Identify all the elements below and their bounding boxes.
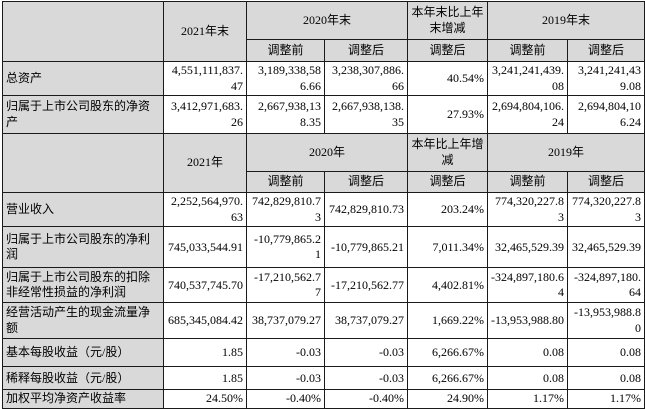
cell-value: 40.54% xyxy=(407,60,489,97)
cell-value: 32,465,529.39 xyxy=(567,226,645,269)
cell-value: 3,189,338,586.66 xyxy=(246,60,325,97)
row-label-net-profit-excl-nonrecurring: 归属于上市公司股东的扣除非经常性损益的净利润 xyxy=(2,267,164,304)
cell-value: 745,033,544.91 xyxy=(163,226,247,269)
table-row: 归属于上市公司股东的净资产 3,412,971,683.26 2,667,938… xyxy=(2,95,645,135)
subheader-before-adjustment: 调整前 xyxy=(246,171,325,194)
cell-value: 3,238,307,886.66 xyxy=(323,60,409,97)
cell-value: 2,667,938,138.35 xyxy=(323,95,409,135)
cell-value: 2,252,564,970.63 xyxy=(163,192,247,228)
cell-value: 0.08 xyxy=(487,366,569,391)
header-2020-year: 2020年 xyxy=(245,133,409,173)
cell-value: 1,669.22% xyxy=(407,302,489,340)
table-row: 加权平均净资产收益率 24.50% -0.40% -0.40% 24.90% 1… xyxy=(2,389,645,409)
row-label-net-profit-attributable: 归属于上市公司股东的净利润 xyxy=(2,226,164,269)
cell-value: 38,737,079.27 xyxy=(323,302,409,340)
cell-value: 1.85 xyxy=(163,338,247,368)
cell-value: 742,829,810.73 xyxy=(323,192,409,228)
cell-value: -17,210,562.77 xyxy=(323,267,409,304)
row-label-diluted-eps: 稀释每股收益（元/股） xyxy=(2,366,164,391)
cell-value: 6,266.67% xyxy=(407,338,489,368)
corner-blank-cell xyxy=(2,133,164,194)
table-row: 经营活动产生的现金流量净额 685,345,084.42 38,737,079.… xyxy=(2,302,645,340)
cell-value: 7,011.34% xyxy=(407,226,489,269)
cell-value: -0.03 xyxy=(323,366,409,391)
cell-value: 27.93% xyxy=(407,95,489,135)
cell-value: -0.40% xyxy=(246,389,325,409)
cell-value: 774,320,227.83 xyxy=(567,192,645,228)
cell-value: 685,345,084.42 xyxy=(163,302,247,340)
cell-value: 740,537,745.70 xyxy=(163,267,247,304)
header-yoy-year-end-change: 本年末比上年末增减 xyxy=(407,1,489,40)
cell-value: 1.85 xyxy=(163,366,247,391)
cell-value: 4,402.81% xyxy=(407,267,489,304)
corner-blank-cell xyxy=(2,1,164,62)
subheader-after-adjustment: 调整后 xyxy=(567,171,645,194)
cell-value: 32,465,529.39 xyxy=(487,226,569,269)
cell-value: 0.08 xyxy=(567,366,645,391)
cell-value: 2,667,938,138.35 xyxy=(246,95,325,135)
cell-value: -0.03 xyxy=(323,338,409,368)
subheader-after-adjustment: 调整后 xyxy=(567,39,645,62)
header-2020-year-end: 2020年末 xyxy=(245,1,409,40)
table-row: 调整前 调整后 调整后 调整前 调整后 xyxy=(3,39,645,62)
cell-value: -13,953,988.80 xyxy=(487,302,569,340)
table-row: 营业收入 2,252,564,970.63 742,829,810.73 742… xyxy=(2,192,645,228)
cell-value: 2,694,804,106.24 xyxy=(567,95,645,135)
subheader-after-adjustment: 调整后 xyxy=(407,171,489,194)
cell-value: -324,897,180.64 xyxy=(567,267,645,304)
cell-value: 3,241,241,439.08 xyxy=(487,60,569,97)
header-2019-year-end: 2019年末 xyxy=(487,1,645,40)
row-label-operating-revenue: 营业收入 xyxy=(2,192,164,228)
table-row: 归属于上市公司股东的净利润 745,033,544.91 -10,779,865… xyxy=(2,226,645,269)
table-row: 归属于上市公司股东的扣除非经常性损益的净利润 740,537,745.70 -1… xyxy=(2,267,645,304)
table-row: 稀释每股收益（元/股） 1.85 -0.03 -0.03 6,266.67% 0… xyxy=(2,366,645,391)
table-row: 基本每股收益（元/股） 1.85 -0.03 -0.03 6,266.67% 0… xyxy=(2,338,645,368)
cell-value: -10,779,865.21 xyxy=(246,226,325,269)
header-2021-year: 2021年 xyxy=(163,133,247,194)
cell-value: 2,694,804,106.24 xyxy=(487,95,569,135)
table-row: 总资产 4,551,111,837.47 3,189,338,586.66 3,… xyxy=(2,60,645,97)
cell-value: 0.08 xyxy=(567,338,645,368)
header-2021-year-end: 2021年末 xyxy=(163,1,247,62)
cell-value: 4,551,111,837.47 xyxy=(163,60,247,97)
cell-value: 24.50% xyxy=(163,389,247,409)
cell-value: -17,210,562.77 xyxy=(246,267,325,304)
cell-value: -0.40% xyxy=(323,389,409,409)
table-row: 2021年 2020年 本年比上年增减 2019年 xyxy=(2,133,645,194)
row-label-basic-eps: 基本每股收益（元/股） xyxy=(2,338,164,368)
cell-value: 742,829,810.73 xyxy=(246,192,325,228)
cell-value: 774,320,227.83 xyxy=(487,192,569,228)
header-yoy-change: 本年比上年增减 xyxy=(407,133,489,173)
subheader-after-adjustment: 调整后 xyxy=(323,171,409,194)
row-label-weighted-avg-roe: 加权平均净资产收益率 xyxy=(2,389,164,409)
row-label-total-assets: 总资产 xyxy=(2,60,164,97)
cell-value: -0.03 xyxy=(246,338,325,368)
cell-value: 0.08 xyxy=(487,338,569,368)
cell-value: 6,266.67% xyxy=(407,366,489,391)
row-label-net-assets-attributable: 归属于上市公司股东的净资产 xyxy=(2,95,164,135)
cell-value: -324,897,180.64 xyxy=(487,267,569,304)
cell-value: 203.24% xyxy=(407,192,489,228)
cell-value: 3,241,241,439.08 xyxy=(567,60,645,97)
subheader-after-adjustment: 调整后 xyxy=(407,39,489,62)
subheader-before-adjustment: 调整前 xyxy=(487,39,569,62)
cell-value: 24.90% xyxy=(407,389,489,409)
subheader-before-adjustment: 调整前 xyxy=(487,171,569,194)
table-row: 2021年末 2020年末 本年末比上年末增减 2019年末 xyxy=(2,1,645,62)
subheader-before-adjustment: 调整前 xyxy=(246,39,325,62)
row-label-operating-cash-flow: 经营活动产生的现金流量净额 xyxy=(2,302,164,340)
cell-value: -13,953,988.80 xyxy=(567,302,645,340)
cell-value: -10,779,865.21 xyxy=(323,226,409,269)
cell-value: 1.17% xyxy=(567,389,645,409)
cell-value: 38,737,079.27 xyxy=(246,302,325,340)
cell-value: -0.03 xyxy=(246,366,325,391)
subheader-after-adjustment: 调整后 xyxy=(323,39,409,62)
header-2019-year: 2019年 xyxy=(487,133,645,173)
cell-value: 3,412,971,683.26 xyxy=(163,95,247,135)
cell-value: 1.17% xyxy=(487,389,569,409)
